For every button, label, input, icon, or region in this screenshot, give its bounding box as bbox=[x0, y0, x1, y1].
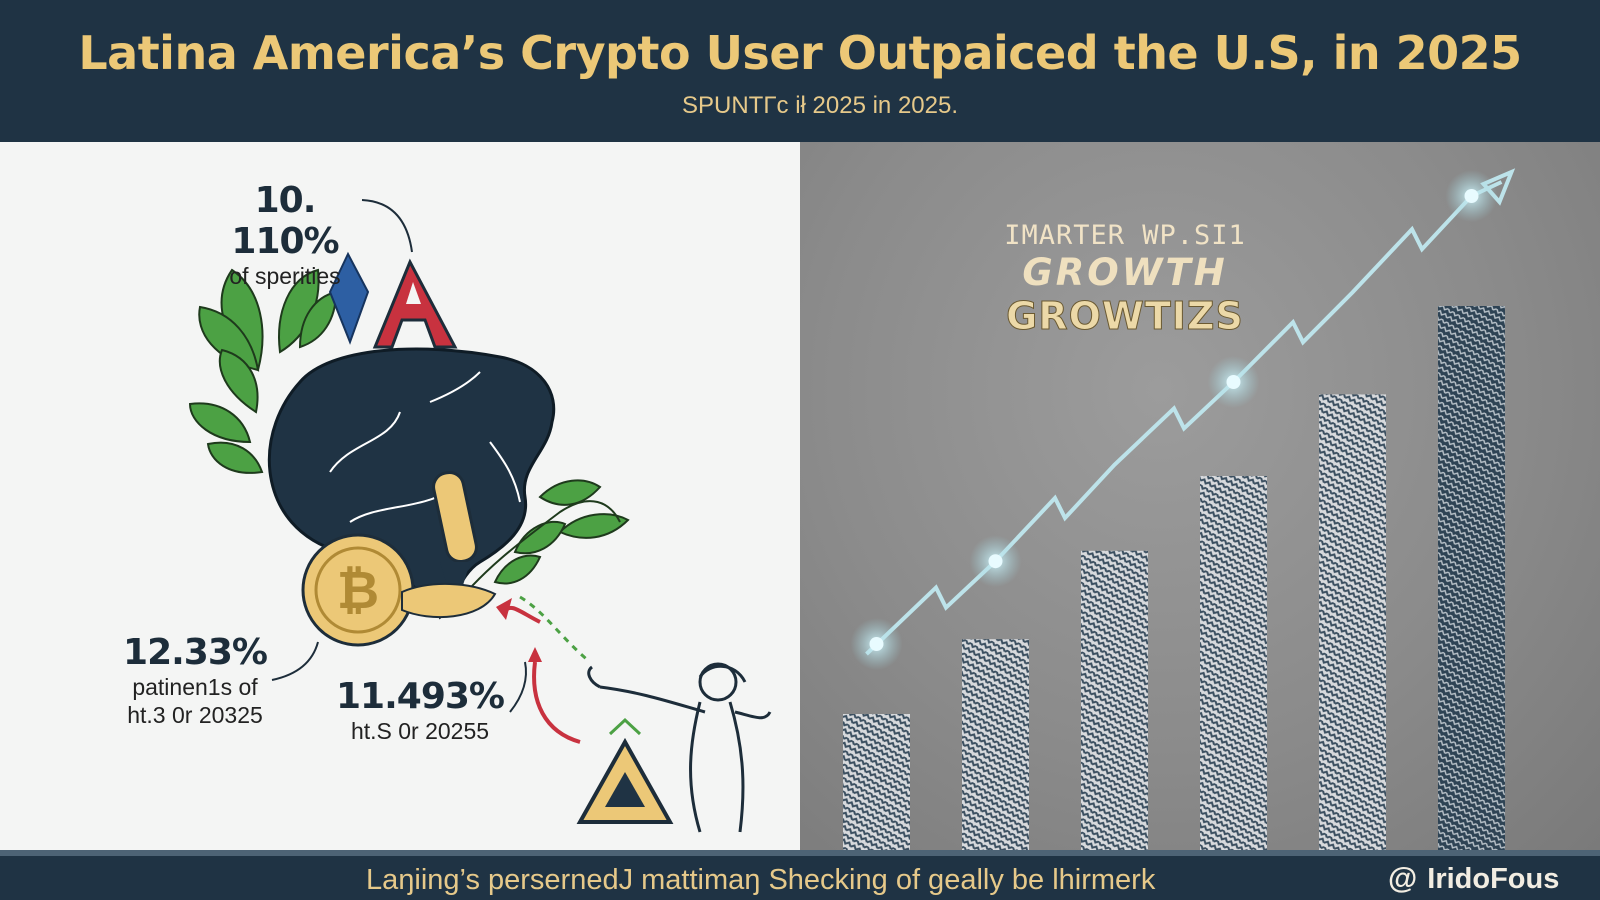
brand-name: IridoFous bbox=[1427, 863, 1560, 895]
growth-heading-line: GROWTH bbox=[1022, 251, 1228, 294]
warning-triangle-icon bbox=[576, 717, 674, 824]
figure-illustration bbox=[587, 662, 772, 833]
svg-text:₿: ₿ bbox=[337, 561, 379, 621]
trend-node bbox=[988, 554, 1003, 569]
chart-bar bbox=[962, 639, 1029, 850]
chart-bar bbox=[1200, 476, 1267, 850]
growth-heading: IMARTER WP.SI1 GROWTH GROWTIZS bbox=[955, 220, 1295, 339]
chart-bar bbox=[843, 714, 910, 850]
leaf-icon bbox=[493, 479, 630, 585]
brand-label: @ IridoFous bbox=[1388, 862, 1559, 896]
connector-line bbox=[271, 641, 319, 681]
stat-value: 11.493% bbox=[336, 676, 505, 717]
chart-bar bbox=[1081, 550, 1148, 850]
footer-bar: Laŋiing’s persernedJ mattimaŋ Shecking o… bbox=[0, 850, 1600, 900]
stat-top: 10. 110% of sperities bbox=[205, 180, 365, 290]
chart-bar bbox=[1319, 394, 1386, 850]
growth-chart bbox=[843, 168, 1516, 850]
header-banner: Latina America’s Crypto User Outpaiced t… bbox=[0, 0, 1600, 142]
at-sign-icon: @ bbox=[1388, 862, 1418, 895]
chart-bar bbox=[1438, 306, 1505, 850]
crystal-icon bbox=[328, 251, 370, 345]
letter-a-icon bbox=[372, 258, 458, 349]
red-arrow bbox=[532, 661, 581, 744]
trend-node bbox=[869, 637, 884, 651]
page-title: Latina America’s Crypto User Outpaiced t… bbox=[78, 26, 1522, 80]
stat-value: 10. 110% bbox=[231, 180, 339, 262]
stat-middle: 11.493% ht.S 0r 20255 bbox=[330, 676, 510, 745]
stat-caption: ht.S 0r 20255 bbox=[350, 718, 490, 744]
footer-caption: Laŋiing’s persernedJ mattimaŋ Shecking o… bbox=[366, 864, 1156, 896]
stat-value: 12.33% bbox=[123, 632, 268, 673]
leaf-icon bbox=[188, 268, 338, 474]
stat-left: 12.33% patinen1s of ht.3 0r 20325 bbox=[100, 632, 290, 729]
latam-illustration: ₿ bbox=[188, 199, 772, 833]
bitcoin-coin-icon: ₿ bbox=[301, 533, 415, 647]
connector-line bbox=[361, 199, 413, 253]
gold-tool-icon bbox=[432, 470, 478, 564]
stat-caption-line: ht.3 0r 20325 bbox=[127, 702, 263, 728]
growth-heading-line: GROWTIZS bbox=[1006, 294, 1244, 339]
growth-heading-line: IMARTER WP.SI1 bbox=[1004, 220, 1246, 251]
trend-node bbox=[1464, 189, 1479, 203]
trend-node bbox=[1226, 375, 1241, 389]
stat-caption: of sperities bbox=[229, 263, 341, 289]
stat-caption-line: patinen1s of bbox=[132, 674, 258, 700]
red-arrow bbox=[503, 605, 541, 624]
connector-line bbox=[509, 661, 527, 713]
page-subtitle: SPUNTΓc ił 2025 in 2025. bbox=[681, 92, 959, 119]
